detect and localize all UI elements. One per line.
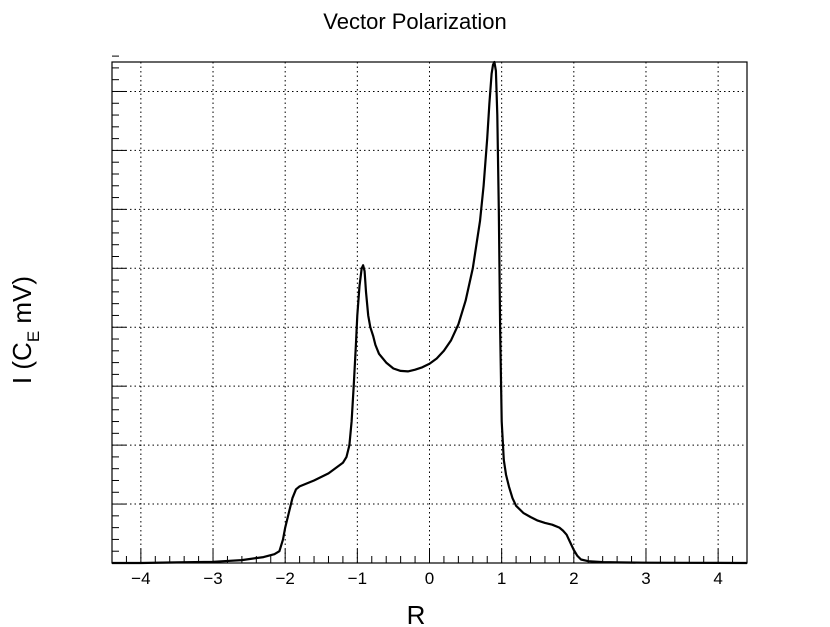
chart-title: Vector Polarization: [323, 9, 506, 34]
x-tick-label: 0: [425, 569, 434, 588]
plot-frame: [111, 61, 748, 564]
x-tick-label: 1: [497, 569, 506, 588]
x-axis-label: R: [407, 600, 426, 627]
series-line: [112, 60, 748, 565]
x-tick-label: −1: [348, 569, 367, 588]
y-axis-label-subscript: E: [24, 331, 43, 342]
x-tick-label: 4: [713, 569, 722, 588]
grid: [112, 62, 747, 563]
x-tick-label: 3: [641, 569, 650, 588]
y-axis-label: I (CE mV): [7, 276, 43, 384]
x-tick-label: −4: [131, 569, 150, 588]
y-axis-label-rest: mV): [7, 276, 37, 331]
x-tick-label: −2: [275, 569, 294, 588]
x-tick-label: −3: [203, 569, 222, 588]
y-axis-label-main: I (C: [7, 342, 37, 384]
x-tick-label: 2: [569, 569, 578, 588]
x-tick-labels: −4 −3 −2 −1 0 1 2 3 4: [131, 569, 723, 588]
